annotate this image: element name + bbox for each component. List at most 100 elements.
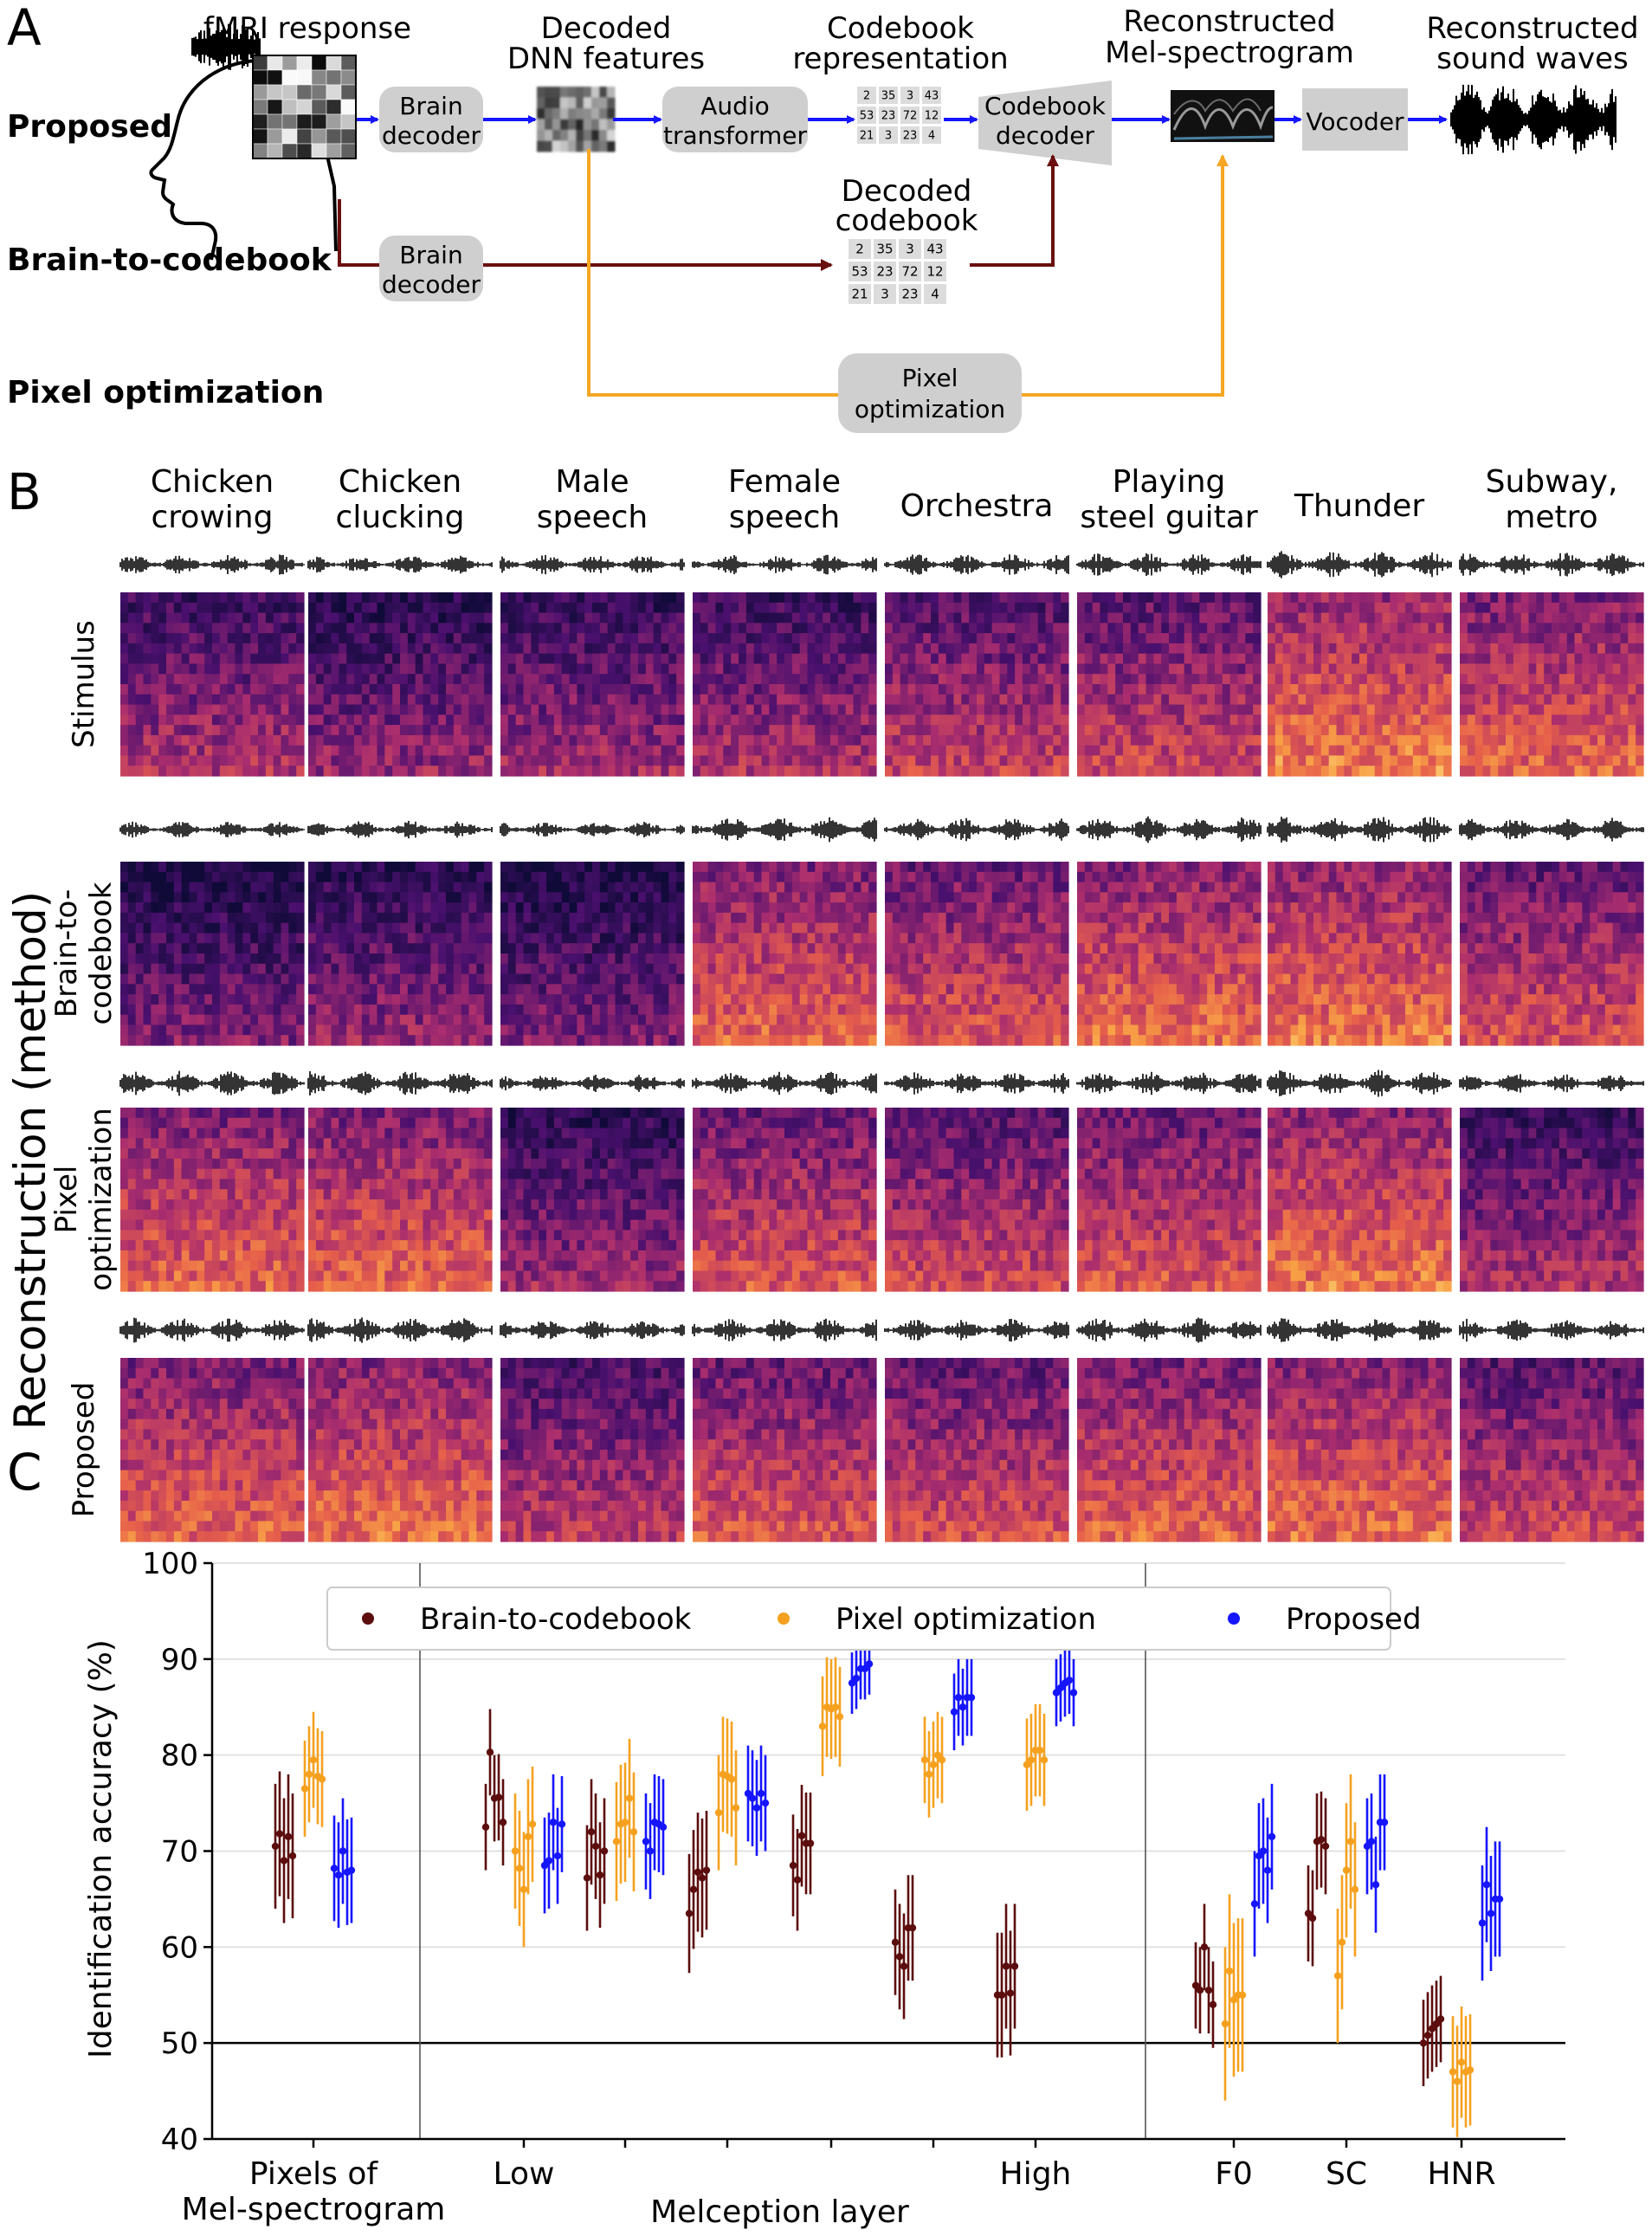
data-point	[1479, 1919, 1486, 1926]
data-point	[959, 1703, 966, 1710]
data-point	[686, 1910, 693, 1916]
codebook-cell: 3	[906, 242, 914, 257]
data-point	[272, 1843, 279, 1850]
data-point	[939, 1756, 945, 1763]
codebook-cell: 3	[885, 129, 892, 142]
waveform-pixel-7	[1460, 1074, 1643, 1092]
legend-label-2: Proposed	[1286, 1602, 1422, 1637]
data-point	[588, 1828, 595, 1835]
data-point	[306, 1771, 313, 1778]
data-point	[545, 1857, 552, 1864]
row-label-brain: Brain-to-	[49, 889, 84, 1018]
waveform-stimulus-5	[1077, 553, 1261, 576]
data-point	[1251, 1900, 1258, 1907]
waveform-brain-4	[885, 818, 1068, 841]
panel-b: B Reconstruction (method) Chickencrowing…	[5, 462, 1644, 1542]
x-tick-label: Pixels of	[249, 2156, 378, 2192]
data-point	[310, 1756, 317, 1763]
row-label-brain-to-codebook: Brain-to-codebook	[7, 242, 332, 278]
data-point	[592, 1843, 599, 1850]
data-point	[348, 1866, 355, 1873]
data-point	[550, 1819, 557, 1826]
data-point	[853, 1675, 860, 1682]
row-label-pixel-optimization: Pixel optimization	[7, 375, 324, 410]
data-point	[1352, 1886, 1358, 1893]
spectrogram-pixel-7	[1460, 1108, 1644, 1292]
column-header: speech	[729, 500, 841, 535]
codebook-cell: 72	[903, 109, 918, 122]
x-tick-label: HNR	[1427, 2156, 1495, 2192]
data-point	[749, 1794, 756, 1801]
data-point	[1197, 1987, 1204, 1994]
data-point	[1205, 1987, 1212, 1994]
waveform-stimulus-6	[1268, 551, 1451, 578]
y-tick-label: 70	[161, 1835, 198, 1870]
data-point	[1268, 1833, 1275, 1840]
header-decoded-dnn-1: Decoded	[541, 11, 672, 46]
data-point	[525, 1833, 532, 1840]
audio-transformer-line2: transformer	[663, 121, 807, 150]
header-decoded-codebook-2: codebook	[836, 204, 978, 238]
spectrogram-stimulus-5	[1077, 592, 1262, 777]
row-label-stimulus: Stimulus	[67, 620, 101, 748]
codebook-cell: 53	[851, 264, 868, 280]
data-point	[921, 1756, 928, 1763]
x-tick-label: High	[1000, 2156, 1072, 2192]
data-point	[930, 1761, 937, 1768]
pixel-optimization-line2: optimization	[855, 395, 1005, 423]
data-point	[1239, 1992, 1246, 1999]
data-point	[690, 1886, 697, 1893]
audio-transformer-line1: Audio	[700, 92, 770, 120]
legend-label-1: Pixel optimization	[836, 1602, 1096, 1637]
spectrogram-brain-3	[693, 862, 877, 1046]
data-point	[998, 1992, 1005, 1999]
column-header: Thunder	[1294, 488, 1424, 524]
y-axis-title: Identification accuracy (%)	[83, 1639, 119, 2058]
reconstruction-method-label: Reconstruction (method)	[5, 891, 55, 1430]
data-point	[285, 1833, 292, 1840]
data-point	[1368, 1838, 1375, 1845]
codebook-cell: 2	[863, 89, 870, 102]
header-recon-mel-2: Mel-spectrogram	[1105, 36, 1354, 70]
data-point	[1201, 1943, 1208, 1950]
column-header: Male	[555, 464, 629, 500]
data-point	[1222, 2020, 1229, 2027]
data-point	[1334, 1972, 1341, 1979]
data-point	[790, 1862, 797, 1869]
row-label-proposed: Proposed	[67, 1382, 101, 1518]
data-point	[626, 1794, 633, 1801]
data-point	[753, 1804, 760, 1811]
data-point	[512, 1847, 519, 1854]
header-decoded-dnn-2: DNN features	[507, 42, 705, 76]
data-point	[281, 1857, 287, 1864]
data-point	[951, 1709, 958, 1716]
data-point	[647, 1847, 654, 1854]
data-point	[1381, 1819, 1388, 1826]
row-label-proposed: Proposed	[7, 109, 172, 145]
waveform-brain-0	[120, 822, 304, 838]
x-tick-label: Mel-spectrogram	[182, 2192, 446, 2227]
data-point	[339, 1847, 346, 1854]
data-point	[807, 1839, 814, 1846]
column-header: steel guitar	[1080, 500, 1257, 535]
waveform-proposed-2	[500, 1322, 684, 1339]
column-header: crowing	[152, 500, 274, 535]
data-point	[601, 1847, 608, 1854]
spectrogram-proposed-5	[1077, 1358, 1262, 1542]
spectrogram-pixel-2	[500, 1108, 685, 1292]
waveform-stimulus-2	[500, 555, 684, 574]
spectrogram-proposed-0	[120, 1358, 305, 1542]
codebook-decoder-line1: Codebook	[984, 92, 1107, 120]
data-point	[554, 1852, 561, 1859]
data-point	[1066, 1677, 1073, 1683]
waveform-brain-6	[1268, 817, 1451, 843]
column-header: clucking	[336, 500, 465, 535]
spectrogram-proposed-6	[1268, 1358, 1452, 1542]
spectrogram-stimulus-7	[1460, 592, 1644, 777]
codebook-cell: 3	[907, 89, 913, 102]
legend-label-0: Brain-to-codebook	[420, 1602, 692, 1637]
data-point	[832, 1703, 839, 1710]
data-point	[762, 1800, 769, 1806]
data-point	[1003, 1962, 1010, 1969]
